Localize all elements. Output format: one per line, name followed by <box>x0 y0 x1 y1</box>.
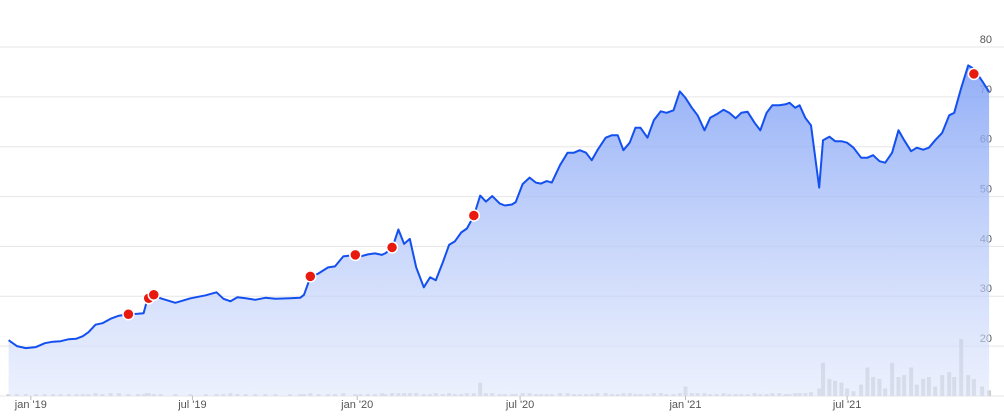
x-tick-label: jul '21 <box>832 399 861 411</box>
event-marker <box>147 288 161 302</box>
event-marker <box>967 67 981 81</box>
event-marker <box>304 270 317 283</box>
event-marker <box>122 307 135 321</box>
y-tick-label: 80 <box>980 34 992 46</box>
x-tick-label: jan '19 <box>14 399 47 411</box>
event-marker <box>349 248 362 262</box>
x-tick-label: jan '20 <box>340 399 373 411</box>
x-tick-label: jul '19 <box>177 399 206 411</box>
price-line <box>8 64 990 350</box>
x-tick-label: jan '21 <box>668 399 701 411</box>
event-marker <box>467 209 481 222</box>
area <box>8 65 990 397</box>
x-tick-label: jul '20 <box>505 399 534 411</box>
event-marker <box>385 241 399 254</box>
